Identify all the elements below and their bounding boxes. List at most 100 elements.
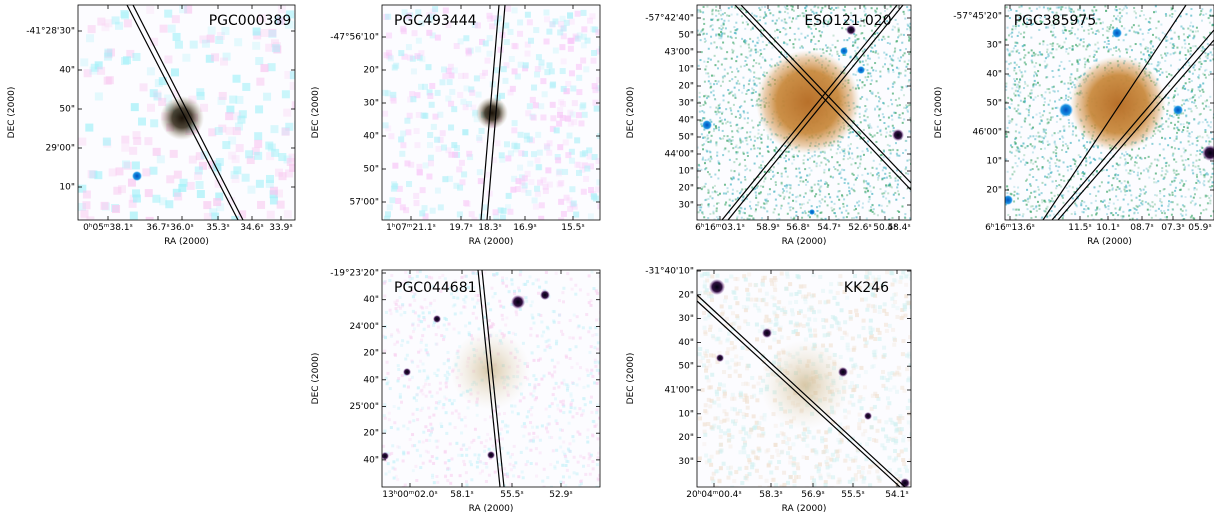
noise-pixel: [802, 12, 804, 14]
noise-pixel: [1190, 29, 1192, 31]
x-tick-label: 36.0ˢ: [170, 223, 193, 233]
noise-pixel: [1117, 199, 1119, 201]
noise-pixel: [903, 197, 905, 199]
y-tick-label: -41°28'30": [26, 27, 75, 37]
noise-pixel: [905, 48, 907, 50]
noise-pixel: [1059, 65, 1061, 67]
noise-pixel: [724, 184, 726, 186]
noise-pixel: [718, 129, 720, 131]
noise-pixel: [1196, 27, 1198, 29]
noise-pixel: [1112, 165, 1114, 167]
noise-pixel: [1174, 124, 1176, 126]
noise-pixel: [886, 8, 888, 10]
noise-pixel: [1031, 145, 1033, 147]
noise-pixel: [844, 178, 846, 180]
noise-pixel: [807, 35, 809, 37]
noise-pixel: [889, 175, 891, 177]
noise-pixel: [442, 176, 448, 182]
noise-pixel: [899, 60, 901, 62]
noise-pixel: [1116, 178, 1118, 180]
noise-pixel: [1113, 47, 1115, 49]
noise-pixel: [752, 65, 754, 67]
noise-pixel: [848, 136, 850, 138]
noise-pixel: [879, 75, 881, 77]
noise-pixel: [569, 70, 575, 76]
noise-pixel: [1046, 49, 1048, 51]
noise-pixel: [569, 186, 575, 192]
noise-pixel: [1134, 10, 1136, 12]
noise-pixel: [1066, 145, 1068, 147]
noise-pixel: [853, 174, 855, 176]
noise-pixel: [1040, 148, 1042, 150]
noise-pixel: [1112, 54, 1114, 56]
noise-pixel: [861, 87, 863, 89]
noise-pixel: [164, 55, 172, 63]
noise-pixel: [1042, 166, 1044, 168]
noise-pixel: [1054, 195, 1056, 197]
noise-pixel: [1159, 143, 1161, 145]
noise-pixel: [1129, 155, 1131, 157]
noise-pixel: [772, 14, 774, 16]
noise-pixel: [1060, 61, 1062, 63]
noise-pixel: [1165, 55, 1167, 57]
noise-pixel: [1148, 214, 1150, 216]
noise-pixel: [880, 154, 882, 156]
noise-pixel: [1066, 187, 1068, 189]
noise-pixel: [1119, 17, 1121, 19]
noise-pixel: [1035, 161, 1037, 163]
noise-pixel: [818, 30, 820, 32]
noise-pixel: [1008, 122, 1010, 124]
noise-pixel: [870, 46, 872, 48]
noise-pixel: [1140, 193, 1142, 195]
panel: ESO121-020-57°42'40"50"43'00"10"20"30"40…: [626, 5, 913, 247]
noise-pixel: [880, 134, 882, 136]
noise-pixel: [1039, 43, 1041, 45]
noise-pixel: [816, 215, 818, 217]
noise-pixel: [803, 162, 805, 164]
noise-pixel: [1126, 52, 1128, 54]
noise-pixel: [1062, 141, 1064, 143]
noise-pixel: [841, 195, 843, 197]
noise-pixel: [803, 159, 805, 161]
noise-pixel: [716, 113, 718, 115]
noise-pixel: [1194, 64, 1196, 66]
noise-pixel: [743, 212, 745, 214]
noise-pixel: [422, 205, 428, 211]
noise-pixel: [869, 185, 871, 187]
noise-pixel: [741, 15, 743, 17]
noise-pixel: [781, 205, 783, 207]
noise-pixel: [699, 96, 701, 98]
noise-pixel: [406, 181, 412, 187]
noise-pixel: [1021, 145, 1023, 147]
noise-pixel: [1174, 10, 1176, 12]
noise-pixel: [1156, 159, 1158, 161]
noise-pixel: [732, 176, 734, 178]
noise-pixel: [827, 47, 829, 49]
noise-pixel: [885, 168, 887, 170]
noise-pixel: [1021, 76, 1023, 78]
noise-pixel: [1175, 161, 1177, 163]
noise-pixel: [1163, 148, 1165, 150]
noise-pixel: [882, 102, 884, 104]
noise-pixel: [884, 10, 886, 12]
noise-pixel: [714, 98, 716, 100]
noise-pixel: [1028, 52, 1030, 54]
noise-pixel: [1037, 186, 1039, 188]
noise-pixel: [1077, 173, 1079, 175]
noise-pixel: [503, 23, 509, 29]
noise-pixel: [1055, 165, 1057, 167]
noise-pixel: [1150, 63, 1152, 65]
noise-pixel: [504, 141, 510, 147]
noise-pixel: [1027, 201, 1029, 203]
noise-pixel: [1125, 185, 1127, 187]
noise-pixel: [1072, 122, 1074, 124]
noise-pixel: [760, 67, 762, 69]
noise-pixel: [436, 146, 442, 152]
noise-pixel: [465, 48, 471, 54]
noise-pixel: [763, 48, 765, 50]
noise-pixel: [1042, 43, 1044, 45]
noise-pixel: [703, 18, 705, 20]
noise-pixel: [570, 85, 576, 91]
noise-pixel: [1022, 215, 1024, 217]
noise-pixel: [814, 195, 816, 197]
